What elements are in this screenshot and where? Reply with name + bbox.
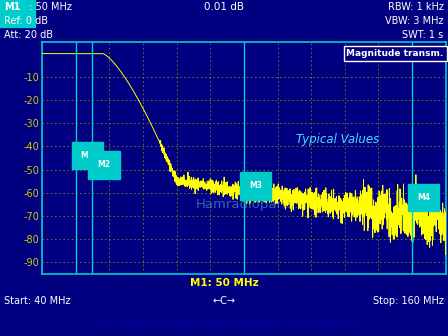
Text: CW Signal: Filter pass through 40-160MHz: CW Signal: Filter pass through 40-160MHz <box>92 318 356 328</box>
Text: 0.01 dB: 0.01 dB <box>204 2 244 12</box>
Text: RBW: 1 kHz: RBW: 1 kHz <box>388 2 444 12</box>
Text: M1: M1 <box>81 151 94 160</box>
Text: M3: M3 <box>249 181 262 190</box>
Text: VBW: 3 MHz: VBW: 3 MHz <box>385 16 444 26</box>
Text: M2: M2 <box>98 161 111 169</box>
Text: M4: M4 <box>417 193 430 202</box>
Text: Start: 40 MHz: Start: 40 MHz <box>4 296 71 306</box>
Text: M1: M1 <box>4 2 21 12</box>
Text: Hamradioparts.eu: Hamradioparts.eu <box>195 198 315 211</box>
Text: SWT: 1 s: SWT: 1 s <box>402 30 444 40</box>
Text: Ref: 0 dB: Ref: 0 dB <box>4 16 48 26</box>
Text: M1: 50 MHz: M1: 50 MHz <box>190 278 258 288</box>
Text: Typical Values: Typical Values <box>297 133 379 146</box>
Text: Att: 20 dB: Att: 20 dB <box>4 30 53 40</box>
Text: Magnitude transm.: Magnitude transm. <box>346 49 444 58</box>
Text: : 50 MHz: : 50 MHz <box>26 2 71 12</box>
Text: Stop: 160 MHz: Stop: 160 MHz <box>373 296 444 306</box>
Text: ←C→: ←C→ <box>212 296 236 306</box>
